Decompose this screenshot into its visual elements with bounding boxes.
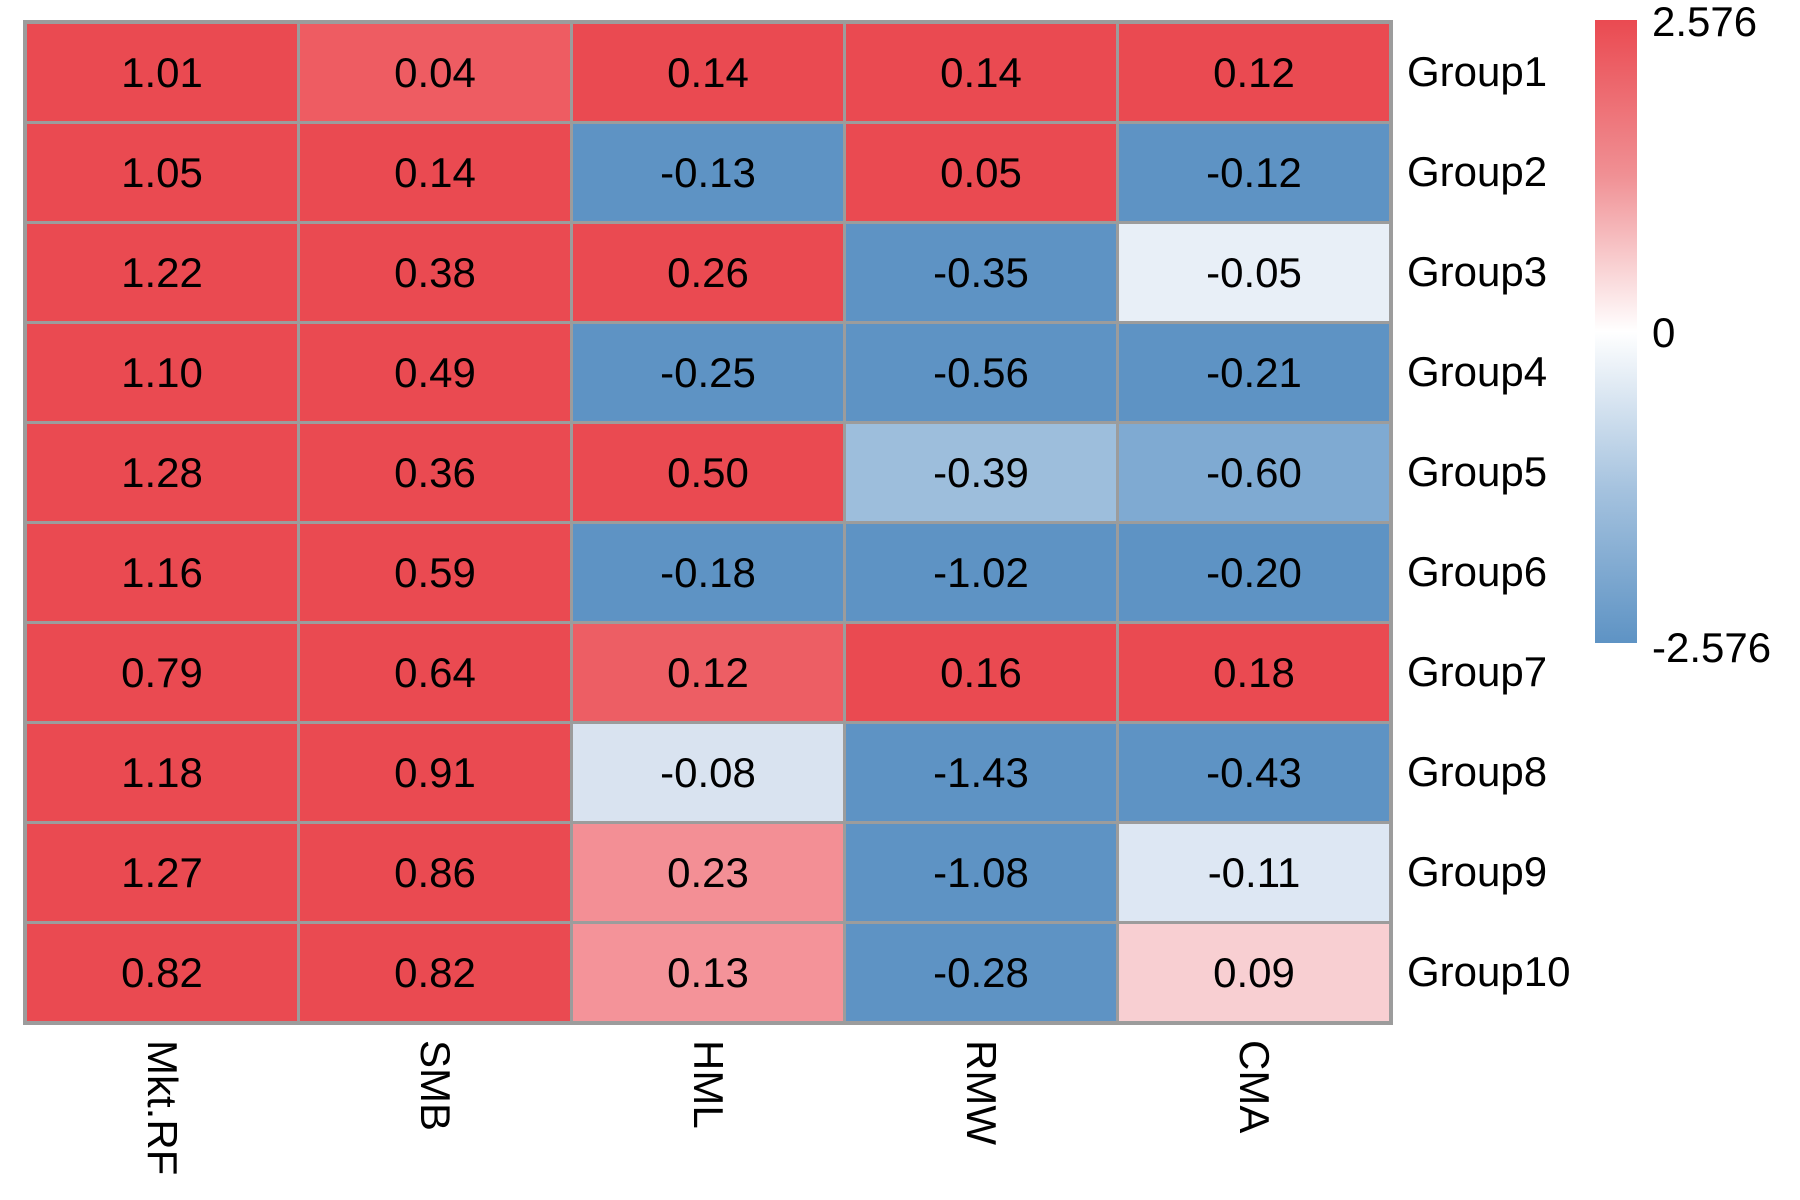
heatmap-cell: 0.91 [300, 724, 570, 821]
heatmap-cell: 0.12 [1119, 24, 1389, 121]
heatmap-cell: 0.23 [573, 824, 843, 921]
heatmap-cell: 0.12 [573, 624, 843, 721]
row-label: Group2 [1407, 148, 1548, 195]
heatmap-cell: 1.05 [27, 124, 297, 221]
heatmap-cell: -1.08 [846, 824, 1116, 921]
heatmap-cell: 0.09 [1119, 924, 1389, 1021]
heatmap-cell: -0.11 [1119, 824, 1389, 921]
heatmap-cell: 0.14 [573, 24, 843, 121]
heatmap-cell: -0.39 [846, 424, 1116, 521]
heatmap-cell: -1.43 [846, 724, 1116, 821]
heatmap-cell: 0.50 [573, 424, 843, 521]
heatmap-cell: 0.79 [27, 624, 297, 721]
heatmap-cell: 0.38 [300, 224, 570, 321]
heatmap-cell: -0.05 [1119, 224, 1389, 321]
heatmap-cell: 1.27 [27, 824, 297, 921]
row-label: Group7 [1407, 648, 1548, 695]
row-label: Group1 [1407, 48, 1548, 95]
row-label: Group6 [1407, 548, 1548, 595]
heatmap-cell: 0.59 [300, 524, 570, 621]
col-label: HML [685, 1040, 732, 1129]
heatmap-cell: -0.13 [573, 124, 843, 221]
heatmap-cell: -0.60 [1119, 424, 1389, 521]
col-label: RMW [958, 1040, 1005, 1145]
row-label: Group8 [1407, 748, 1548, 795]
heatmap-cell: 1.16 [27, 524, 297, 621]
row-label: Group4 [1407, 348, 1548, 395]
heatmap-cell: 0.18 [1119, 624, 1389, 721]
row-label: Group5 [1407, 448, 1548, 495]
row-label: Group10 [1407, 948, 1571, 995]
heatmap-cell: 1.01 [27, 24, 297, 121]
col-label: SMB [412, 1040, 459, 1132]
col-label: Mkt.RF [139, 1040, 186, 1176]
heatmap-cell: -0.20 [1119, 524, 1389, 621]
heatmap-cell: -0.21 [1119, 324, 1389, 421]
legend-label-min: -2.576 [1652, 624, 1772, 671]
heatmap-cell: 1.22 [27, 224, 297, 321]
col-label: CMA [1231, 1040, 1278, 1134]
heatmap-cell: -0.56 [846, 324, 1116, 421]
row-label: Group9 [1407, 848, 1548, 895]
heatmap-cell: 0.64 [300, 624, 570, 721]
legend-label-mid: 0 [1652, 309, 1676, 356]
row-label: Group3 [1407, 248, 1548, 295]
heatmap-cell: -0.25 [573, 324, 843, 421]
heatmap-cell: 1.18 [27, 724, 297, 821]
legend-label-max: 2.576 [1652, 0, 1758, 45]
heatmap-cell: 1.10 [27, 324, 297, 421]
heatmap-cell: 1.28 [27, 424, 297, 521]
heatmap-cell: 0.05 [846, 124, 1116, 221]
heatmap-cell: 0.82 [300, 924, 570, 1021]
heatmap-cell: -0.43 [1119, 724, 1389, 821]
heatmap-grid: 1.01 0.04 0.14 0.14 0.12 1.05 0.14 -0.13 0.05 -0.… [23, 20, 1393, 1025]
heatmap-cell: 0.13 [573, 924, 843, 1021]
heatmap-cell: -0.18 [573, 524, 843, 621]
heatmap-cell: -0.35 [846, 224, 1116, 321]
heatmap-cell: 0.36 [300, 424, 570, 521]
heatmap-cell: 0.86 [300, 824, 570, 921]
legend-colorbar [1595, 20, 1637, 643]
heatmap-cell: -0.08 [573, 724, 843, 821]
heatmap-cell: 0.16 [846, 624, 1116, 721]
heatmap-cell: 0.04 [300, 24, 570, 121]
heatmap-cell: -1.02 [846, 524, 1116, 621]
heatmap-cell: 0.26 [573, 224, 843, 321]
heatmap-cell: 0.14 [300, 124, 570, 221]
heatmap-cell: 0.14 [846, 24, 1116, 121]
heatmap-cell: 0.49 [300, 324, 570, 421]
heatmap-cell: -0.28 [846, 924, 1116, 1021]
heatmap-cell: 0.82 [27, 924, 297, 1021]
heatmap-cell: -0.12 [1119, 124, 1389, 221]
